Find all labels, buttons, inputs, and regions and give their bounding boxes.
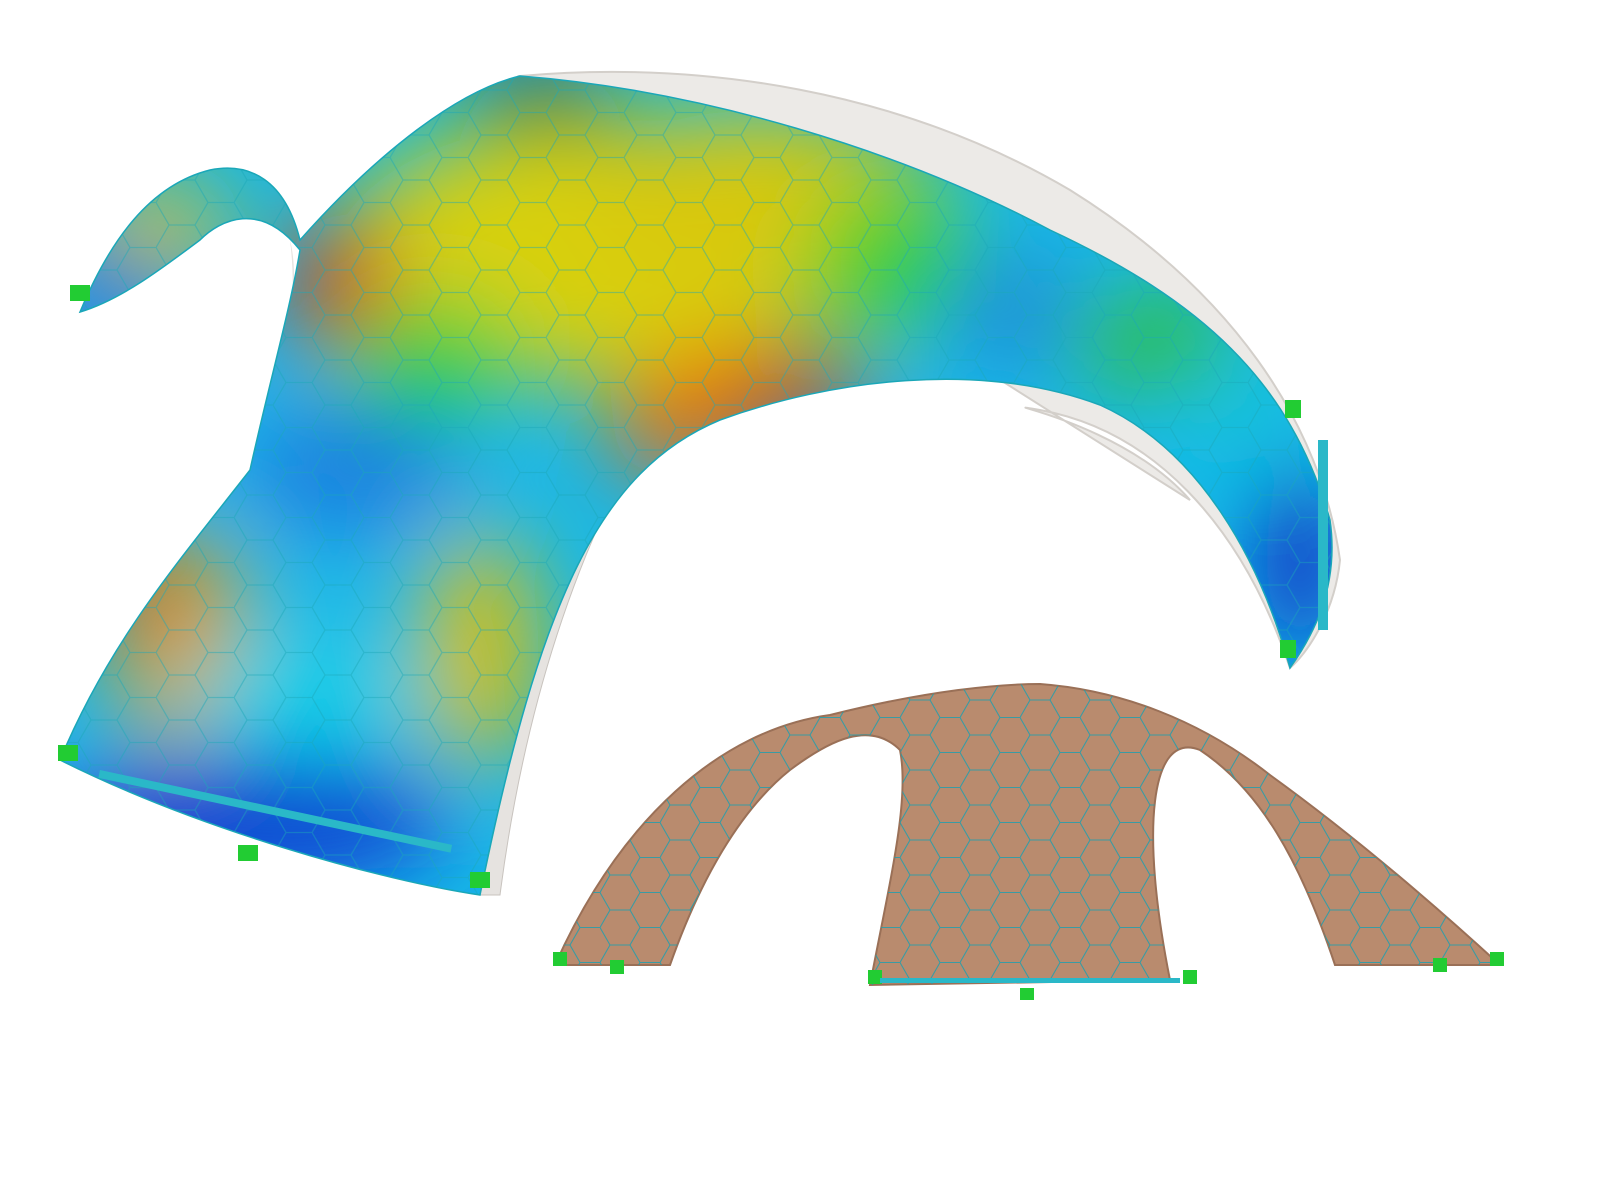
support-icon — [1285, 400, 1301, 418]
support-icon — [553, 952, 567, 966]
support-icon — [238, 845, 258, 861]
support-icon — [1280, 640, 1296, 658]
support-icon — [1490, 952, 1504, 966]
timber-dome-model — [553, 682, 1504, 1000]
support-icon — [470, 872, 490, 888]
support-icon — [610, 960, 624, 974]
support-icon — [1183, 970, 1197, 984]
support-icon — [868, 970, 882, 984]
support-icon — [1020, 988, 1034, 1000]
support-icon — [70, 285, 90, 301]
shell-supports — [58, 285, 1328, 888]
support-icon — [58, 745, 78, 761]
support-icon — [1433, 958, 1447, 972]
